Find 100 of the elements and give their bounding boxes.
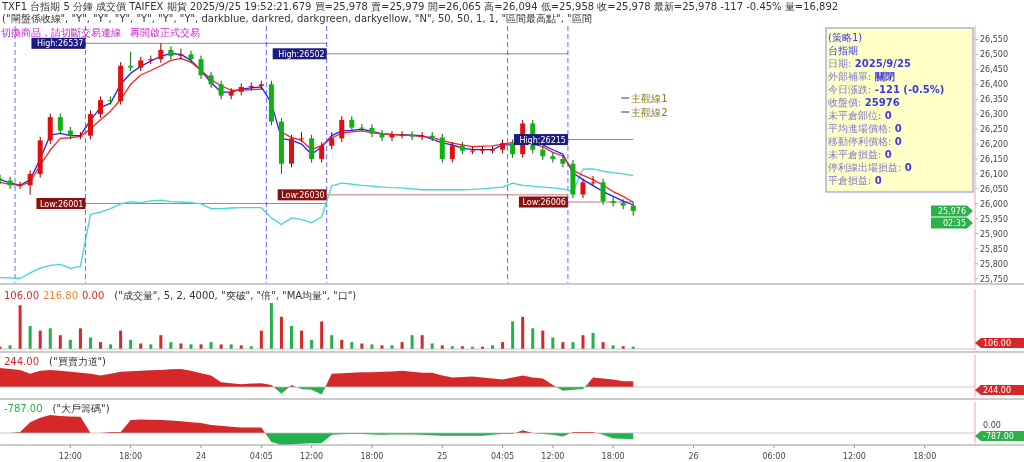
candlestick (409, 130, 415, 141)
text: -787.00 (983, 432, 1014, 441)
bar (78, 328, 82, 349)
y-tick-label: 26,200 (980, 140, 1008, 150)
line-series (0, 168, 634, 280)
x-tick-label: 12:00 (541, 452, 565, 461)
candlestick (47, 113, 53, 145)
annotation: (策略1) (828, 32, 863, 43)
candlestick (399, 130, 405, 139)
annotation: 未平倉部位: 0 (828, 110, 892, 121)
candlestick (369, 123, 375, 138)
text: 0.00 (983, 421, 1001, 430)
candlestick (17, 181, 23, 190)
bar (159, 335, 163, 349)
candlestick (510, 139, 516, 159)
annotation: 平均進場價格: 0 (828, 123, 902, 134)
chart-subtitle: ("成交量", 5, 2, 4000, "突破", "倍", "MA均量", "口") (114, 290, 357, 301)
bar (259, 330, 263, 349)
candlestick (248, 81, 254, 92)
chart-title: TXF1 台指期 5 分鐘 成交價 TAIFEX 期貨 2025/9/25 19:52:21.679 買=25,978 賣=25,979 開=26,065 高=26,094 低=25,958 收=25,978 最新=25,978 -117 -0.45% 量=16,892 (1, 1, 839, 12)
ref-line-label: Low:26006 (522, 198, 566, 208)
candlestick (560, 154, 566, 168)
bar (330, 335, 334, 349)
annotation: 收盤價: 25976 (828, 97, 900, 108)
bar (48, 328, 52, 349)
annotation: 停利線出場損益: 0 (828, 162, 912, 173)
bar (591, 332, 595, 349)
candlestick (600, 178, 606, 206)
y-tick-label: 25,850 (980, 244, 1008, 254)
ref-line-label: Low:26030 (281, 190, 325, 200)
y-tick-label: 26,250 (980, 125, 1008, 135)
x-tick-label: 06:00 (762, 452, 786, 461)
candlestick (359, 123, 365, 132)
x-tick-label: 12:00 (842, 452, 866, 461)
ref-line-label: High:26502 (278, 49, 325, 59)
candlestick (218, 80, 224, 100)
bar (581, 335, 585, 349)
annotation: 平倉損益: 0 (828, 175, 882, 186)
candlestick (57, 113, 63, 135)
text: 244.00 (983, 386, 1011, 395)
y-tick-label: 26,400 (980, 80, 1008, 90)
chart-subtitle: ("買賣力道") (49, 356, 107, 367)
annotation: 今日漲跌: -121 (-0.5%) (828, 84, 945, 95)
bar (511, 321, 515, 349)
bar (279, 316, 283, 349)
x-tick-label: 18:00 (360, 452, 384, 461)
chart-subtitle: ("閘盤係收線", "Y", "Y", "Y", "Y", "Y", "Y", darkblue, darkred, darkgreen, darkyellow, "N", 50, 50, 1, 1, "區間最高點", "區間 (2, 13, 592, 24)
annotation: 02:35 (942, 218, 966, 228)
candlestick (439, 133, 445, 164)
x-tick-label: 25 (437, 452, 448, 461)
candlestick (339, 115, 345, 143)
annotation: 切換商品，請切斷交易連線 (1, 27, 121, 38)
bar (521, 316, 525, 349)
candlestick (319, 141, 325, 164)
candlestick (580, 178, 586, 199)
annotation: 移動停利價格: 0 (828, 136, 902, 147)
y-tick-label: 26,350 (980, 95, 1008, 105)
ref-line-label: Low:26001 (39, 199, 84, 209)
bar (420, 335, 424, 349)
y-tick-label: 25,750 (980, 274, 1008, 284)
annotation: 外部補單: 關閉 (828, 71, 895, 82)
x-tick-label: 04:05 (249, 452, 273, 461)
ref-line-label: High:26215 (519, 135, 566, 145)
candlestick (158, 42, 164, 64)
candlestick (590, 175, 596, 187)
y-tick-label: 25,800 (980, 259, 1008, 269)
y-tick-label: 26,500 (980, 50, 1008, 60)
x-tick-label: 26 (688, 452, 699, 461)
ref-line-label: High:26537 (36, 39, 84, 49)
annotation: 台指期 (828, 45, 858, 56)
x-tick-label: 12:00 (58, 452, 82, 461)
candlestick (188, 50, 194, 64)
bar (290, 326, 293, 349)
bar (531, 328, 535, 349)
annotation: 日期: 2025/9/25 (828, 58, 911, 69)
bar (300, 330, 304, 349)
bar (410, 335, 414, 349)
candlestick (168, 45, 174, 60)
candlestick (299, 131, 305, 143)
annotation: 主觀線1 (631, 93, 668, 104)
y-tick-label: 26,050 (980, 184, 1008, 194)
candlestick (309, 134, 315, 164)
x-tick-label: 18:00 (913, 452, 937, 461)
y-tick-label: 26,300 (980, 110, 1008, 120)
text: 106.00 (983, 339, 1011, 348)
x-tick-label: 04:05 (491, 452, 515, 461)
candlestick (610, 197, 616, 207)
x-tick-label: 12:00 (300, 452, 324, 461)
bar (28, 326, 32, 349)
chart-title: 244.00 (4, 356, 39, 367)
candlestick (87, 110, 93, 140)
annotation: 未平倉損益: 0 (828, 149, 892, 160)
chart-title: -787.00 (4, 403, 43, 414)
y-tick-label: 26,450 (980, 65, 1008, 75)
bar (320, 321, 324, 349)
bar (38, 330, 42, 349)
bar (119, 330, 123, 349)
candlestick (178, 48, 184, 60)
x-tick-label: 24 (195, 452, 207, 461)
candlestick (128, 51, 134, 72)
